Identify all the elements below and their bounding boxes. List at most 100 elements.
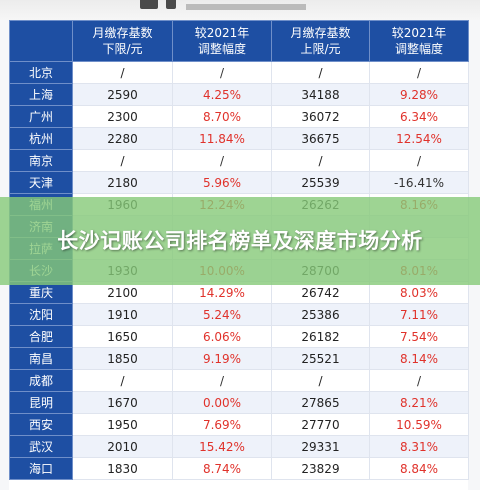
max-base-cell: / — [271, 61, 370, 84]
max-base-cell: / — [271, 149, 370, 172]
min-base-cell: / — [72, 61, 173, 84]
table-row: 上海 2590 4.25% 34188 9.28% — [9, 83, 469, 106]
city-cell: 沈阳 — [9, 303, 73, 326]
max-change-cell: 8.21% — [369, 391, 469, 414]
table-row: 南京 / / / / — [9, 149, 469, 172]
max-change-cell: / — [369, 149, 469, 172]
header-max-change-label: 较2021年 调整幅度 — [391, 26, 447, 56]
header-corner — [9, 20, 73, 62]
min-base-cell: 1670 — [72, 391, 173, 414]
max-base-cell: 36675 — [271, 127, 370, 150]
min-change-cell: / — [172, 149, 272, 172]
city-cell: 西安 — [9, 413, 73, 436]
min-base-cell: 1850 — [72, 347, 173, 370]
max-base-cell: 36072 — [271, 105, 370, 128]
table-row: 西安 1950 7.69% 27770 10.59% — [9, 413, 469, 436]
min-base-cell: 2010 — [72, 435, 173, 458]
city-cell: 天津 — [9, 171, 73, 194]
min-base-cell: / — [72, 149, 173, 172]
header-max-base: 月缴存基数 上限/元 — [271, 20, 370, 62]
table-row: 武汉 2010 15.42% 29331 8.31% — [9, 435, 469, 458]
header-min-base: 月缴存基数 下限/元 — [72, 20, 173, 62]
table-row: 沈阳 1910 5.24% 25386 7.11% — [9, 303, 469, 326]
city-cell: 成都 — [9, 369, 73, 392]
banner-title: 长沙记账公司排名榜单及深度市场分析 — [57, 229, 423, 253]
min-change-cell: 4.25% — [172, 83, 272, 106]
min-change-cell: 11.84% — [172, 127, 272, 150]
min-base-cell: 2590 — [72, 83, 173, 106]
min-change-cell: 9.19% — [172, 347, 272, 370]
max-base-cell: 23829 — [271, 457, 370, 480]
table-row: 昆明 1670 0.00% 27865 8.21% — [9, 391, 469, 414]
max-change-cell: 12.54% — [369, 127, 469, 150]
min-change-cell: 5.24% — [172, 303, 272, 326]
top-strip — [0, 0, 480, 20]
header-max-change: 较2021年 调整幅度 — [369, 20, 469, 62]
city-cell: 上海 — [9, 83, 73, 106]
city-cell: 武汉 — [9, 435, 73, 458]
table-row: 广州 2300 8.70% 36072 6.34% — [9, 105, 469, 128]
city-cell: 北京 — [9, 61, 73, 84]
table-row: 天津 2180 5.96% 25539 -16.41% — [9, 171, 469, 194]
city-cell: 重庆 — [9, 281, 73, 304]
table-row: 海口 1830 8.74% 23829 8.84% — [9, 457, 469, 480]
city-cell: 昆明 — [9, 391, 73, 414]
top-dark-mark — [166, 0, 176, 9]
max-base-cell: 34188 — [271, 83, 370, 106]
city-cell: 广州 — [9, 105, 73, 128]
max-base-cell: 25521 — [271, 347, 370, 370]
max-change-cell: 8.84% — [369, 457, 469, 480]
table-row: 合肥 1650 6.06% 26182 7.54% — [9, 325, 469, 348]
header-min-change: 较2021年 调整幅度 — [172, 20, 272, 62]
max-base-cell: 27865 — [271, 391, 370, 414]
max-change-cell: / — [369, 369, 469, 392]
min-base-cell: 1910 — [72, 303, 173, 326]
table-row: 北京 / / / / — [9, 61, 469, 84]
header-max-base-label: 月缴存基数 上限/元 — [290, 26, 351, 56]
max-change-cell: 7.11% — [369, 303, 469, 326]
title-banner: 长沙记账公司排名榜单及深度市场分析 — [0, 197, 480, 285]
max-change-cell: / — [369, 61, 469, 84]
table-header-row: 月缴存基数 下限/元 较2021年 调整幅度 月缴存基数 上限/元 较2021年… — [9, 20, 469, 62]
max-change-cell: -16.41% — [369, 171, 469, 194]
max-base-cell: / — [271, 369, 370, 392]
max-change-cell: 6.34% — [369, 105, 469, 128]
table-row: 重庆 2100 14.29% 26742 8.03% — [9, 281, 469, 304]
header-min-base-label: 月缴存基数 下限/元 — [92, 26, 153, 56]
max-change-cell: 10.59% — [369, 413, 469, 436]
min-change-cell: 6.06% — [172, 325, 272, 348]
max-base-cell: 27770 — [271, 413, 370, 436]
min-change-cell: 7.69% — [172, 413, 272, 436]
max-base-cell: 25386 — [271, 303, 370, 326]
header-min-change-label: 较2021年 调整幅度 — [194, 26, 250, 56]
min-base-cell: 1950 — [72, 413, 173, 436]
city-cell: 南昌 — [9, 347, 73, 370]
min-base-cell: 1830 — [72, 457, 173, 480]
top-dark-mark — [140, 0, 158, 9]
min-base-cell: 2180 — [72, 171, 173, 194]
min-base-cell: 1650 — [72, 325, 173, 348]
table-row: 成都 / / / / — [9, 369, 469, 392]
min-base-cell: 2300 — [72, 105, 173, 128]
min-change-cell: 15.42% — [172, 435, 272, 458]
min-change-cell: 8.74% — [172, 457, 272, 480]
max-change-cell: 9.28% — [369, 83, 469, 106]
min-change-cell: 5.96% — [172, 171, 272, 194]
min-base-cell: 2280 — [72, 127, 173, 150]
max-base-cell: 29331 — [271, 435, 370, 458]
max-change-cell: 8.14% — [369, 347, 469, 370]
max-base-cell: 26182 — [271, 325, 370, 348]
min-change-cell: / — [172, 369, 272, 392]
city-cell: 南京 — [9, 149, 73, 172]
top-faded-text — [186, 4, 306, 10]
city-cell: 合肥 — [9, 325, 73, 348]
min-base-cell: / — [72, 369, 173, 392]
max-base-cell: 26742 — [271, 281, 370, 304]
min-change-cell: / — [172, 61, 272, 84]
min-change-cell: 8.70% — [172, 105, 272, 128]
min-change-cell: 0.00% — [172, 391, 272, 414]
max-base-cell: 25539 — [271, 171, 370, 194]
city-cell: 杭州 — [9, 127, 73, 150]
table-row: 杭州 2280 11.84% 36675 12.54% — [9, 127, 469, 150]
city-cell: 海口 — [9, 457, 73, 480]
